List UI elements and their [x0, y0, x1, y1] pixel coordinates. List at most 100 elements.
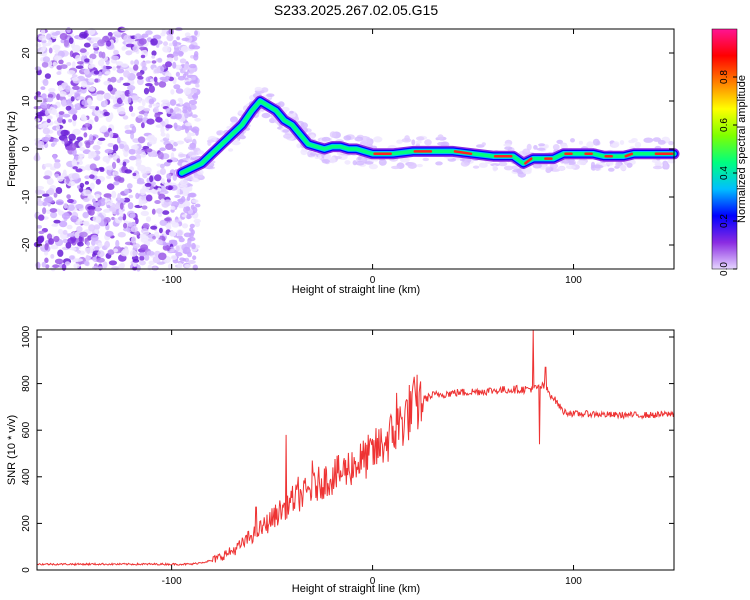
heatmap-noise-cell — [95, 216, 102, 224]
heatmap-noise-cell — [68, 37, 74, 44]
heatmap-noise-cell — [176, 36, 181, 41]
heatmap-noise-cell — [194, 117, 201, 122]
heatmap-noise-cell — [123, 70, 131, 78]
heatmap-noise-cell — [89, 163, 97, 171]
heatmap-noise-cell — [137, 136, 146, 144]
heatmap-halo-cell — [578, 140, 584, 145]
heatmap-noise-cell — [144, 182, 152, 187]
colorbar-tick-label: 0.6 — [719, 118, 730, 132]
heatmap-noise-cell — [38, 230, 45, 235]
heatmap-noise-cell — [92, 144, 101, 151]
heatmap-noise-cell — [64, 261, 71, 266]
heatmap-noise-cell — [157, 187, 162, 192]
heatmap-noise-cell — [162, 210, 170, 215]
heatmap-noise-cell — [76, 96, 85, 100]
heatmap-noise-cell — [120, 94, 125, 101]
y-tick-label: 0 — [21, 567, 32, 573]
heatmap-noise-cell — [183, 232, 192, 238]
heatmap-noise-cell — [113, 49, 119, 55]
heatmap-noise-cell — [123, 222, 128, 229]
heatmap-noise-cell — [113, 181, 120, 186]
heatmap-noise-cell — [55, 30, 61, 35]
heatmap-noise-cell — [103, 217, 111, 223]
heatmap-noise-cell — [93, 224, 101, 230]
heatmap-noise-cell — [38, 214, 45, 221]
heatmap-noise-cell — [84, 122, 91, 128]
heatmap-halo-cell — [254, 86, 263, 92]
heatmap-noise-cell — [111, 216, 115, 221]
heatmap-noise-cell — [103, 208, 110, 213]
y-tick-label: 10 — [21, 95, 32, 107]
heatmap-noise-cell — [180, 45, 189, 53]
heatmap-noise-cell — [189, 142, 196, 149]
heatmap-noise-cell — [135, 158, 142, 165]
heatmap-noise-cell — [139, 188, 146, 196]
heatmap-noise-cell — [77, 61, 84, 65]
heatmap-noise-cell — [72, 128, 81, 135]
heatmap-noise-cell — [161, 28, 166, 34]
heatmap-noise-cell — [86, 37, 92, 41]
heatmap-noise-cell — [76, 226, 83, 233]
heatmap-noise-cell — [173, 84, 181, 90]
heatmap-noise-cell — [106, 204, 111, 209]
heatmap-noise-cell — [127, 222, 134, 228]
heatmap-halo-cell — [228, 148, 234, 152]
heatmap-noise-cell — [102, 261, 108, 269]
heatmap-noise-cell — [37, 235, 44, 243]
heatmap-noise-cell — [56, 124, 60, 131]
heatmap-halo-cell — [626, 162, 633, 168]
heatmap-noise-cell — [107, 84, 113, 92]
heatmap-noise-cell — [110, 55, 120, 61]
heatmap-noise-cell — [141, 122, 145, 129]
heatmap-noise-cell — [74, 104, 79, 110]
heatmap-noise-cell — [106, 40, 112, 47]
heatmap-halo-cell — [437, 134, 444, 141]
heatmap-noise-cell — [121, 165, 126, 171]
heatmap-noise-cell — [62, 119, 66, 124]
heatmap-halo-cell — [307, 150, 313, 158]
heatmap-noise-cell — [88, 86, 96, 92]
heatmap-noise-cell — [116, 79, 122, 84]
heatmap-noise-cell — [69, 255, 75, 260]
heatmap-noise-cell — [151, 60, 157, 64]
heatmap-noise-cell — [112, 171, 119, 176]
heatmap-noise-cell — [82, 211, 89, 219]
heatmap-noise-cell — [67, 98, 72, 106]
heatmap-noise-cell — [191, 199, 199, 204]
heatmap-halo-cell — [206, 139, 215, 143]
heatmap-noise-cell — [125, 50, 133, 56]
heatmap-noise-cell — [106, 175, 112, 180]
heatmap-noise-cell — [150, 225, 158, 230]
heatmap-noise-cell — [35, 140, 42, 147]
heatmap-noise-cell — [112, 31, 122, 36]
heatmap-noise-cell — [153, 106, 159, 114]
heatmap-noise-cell — [110, 95, 115, 100]
heatmap-noise-cell — [130, 225, 138, 233]
heatmap-noise-cell — [152, 190, 158, 195]
heatmap-noise-cell — [120, 250, 129, 257]
heatmap-noise-cell — [194, 221, 200, 228]
x-tick-label: 0 — [370, 275, 376, 286]
heatmap-noise-cell — [42, 193, 50, 197]
heatmap-noise-cell — [184, 139, 193, 143]
heatmap-noise-cell — [66, 27, 72, 33]
heatmap-noise-cell — [183, 102, 191, 109]
heatmap-noise-cell — [41, 136, 50, 142]
heatmap-noise-cell — [70, 215, 78, 223]
heatmap-noise-cell — [84, 260, 89, 266]
heatmap-noise-cell — [36, 225, 42, 229]
heatmap-noise-cell — [155, 208, 163, 214]
heatmap-halo-cell — [504, 146, 513, 151]
y-tick-label: 200 — [21, 515, 32, 532]
heatmap-noise-cell — [165, 133, 170, 139]
heatmap-noise-cell — [46, 33, 52, 40]
heatmap-noise-cell — [127, 202, 134, 210]
heatmap-noise-cell — [46, 115, 53, 120]
heatmap-noise-cell — [65, 85, 71, 93]
heatmap-noise-cell — [63, 39, 70, 47]
heatmap-noise-cell — [174, 219, 180, 223]
heatmap-noise-cell — [46, 177, 54, 186]
heatmap-noise-cell — [148, 104, 153, 108]
heatmap-noise-cell — [42, 201, 48, 207]
